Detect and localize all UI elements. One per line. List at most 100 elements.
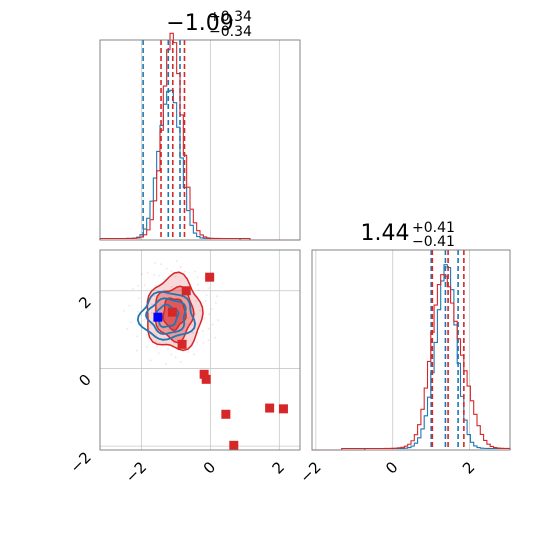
y-tick-label-p1: −2 xyxy=(66,448,94,476)
sample-dot xyxy=(154,340,157,343)
sample-dot xyxy=(201,329,204,332)
title-p1-value: 1.44 xyxy=(361,221,410,246)
sample-dot xyxy=(129,321,132,324)
title-p1-lower: −0.41 xyxy=(412,234,455,250)
sample-dot xyxy=(191,331,194,334)
blue-marker xyxy=(153,312,163,322)
sample-dot xyxy=(157,352,160,355)
sample-dot xyxy=(132,287,135,290)
sample-dot xyxy=(179,360,182,363)
sample-dot xyxy=(202,341,205,344)
sample-dot xyxy=(128,304,131,307)
title-p0: −1.09 xyxy=(166,11,233,36)
sample-dot xyxy=(135,349,138,352)
sample-dot xyxy=(154,284,157,287)
x-tick-label-p0: −2 xyxy=(122,458,150,486)
sample-dot xyxy=(214,301,217,304)
title-p1-upper: +0.41 xyxy=(412,220,455,236)
y-tick-label-p1: 0 xyxy=(75,371,94,390)
sample-dot xyxy=(197,332,200,335)
sample-dot xyxy=(186,317,189,320)
sample-dot xyxy=(168,334,171,337)
sample-dot xyxy=(215,295,218,298)
sample-dot xyxy=(143,318,146,321)
histogram-p1-series-0 xyxy=(312,264,511,451)
red-marker xyxy=(205,272,215,282)
sample-dot xyxy=(190,324,193,327)
sample-dot xyxy=(153,273,156,276)
red-marker xyxy=(199,369,209,379)
sample-dot xyxy=(150,303,153,306)
tick-labels: −2 0 2 −2 0 2 −2 0 2 xyxy=(66,293,478,487)
sample-dot xyxy=(173,342,176,345)
sample-dot xyxy=(207,287,210,290)
x-tick-label-p1: 2 xyxy=(459,458,478,477)
sample-dot xyxy=(157,324,160,327)
title-p1: 1.44 xyxy=(361,221,410,246)
sample-dot xyxy=(166,293,169,296)
sample-dot xyxy=(170,285,173,288)
sample-dot xyxy=(186,350,189,353)
sample-dot xyxy=(214,336,217,339)
joint-density-panel xyxy=(99,249,301,451)
sample-dot xyxy=(158,274,161,277)
sample-dot xyxy=(164,363,167,366)
sample-dot xyxy=(165,267,168,270)
sample-dot xyxy=(145,346,148,349)
sample-dot xyxy=(179,266,182,269)
x-tick-label-p1: −2 xyxy=(296,458,324,486)
sample-dot xyxy=(146,271,149,274)
sample-dot xyxy=(211,323,214,326)
sample-dot xyxy=(136,335,139,338)
sample-dot xyxy=(163,278,166,281)
sample-dot xyxy=(167,328,170,331)
sample-dot xyxy=(217,319,220,322)
sample-dot xyxy=(161,308,164,311)
sample-dot xyxy=(194,313,197,316)
panel-frame xyxy=(311,249,511,451)
x-tick-label-p1: 0 xyxy=(382,458,401,477)
sample-dot xyxy=(194,300,197,303)
title-p0-lower: −0.34 xyxy=(209,24,252,40)
histogram-panel-p1 xyxy=(311,249,511,451)
sample-dot xyxy=(156,345,159,348)
panel-frame xyxy=(99,249,301,451)
sample-dot xyxy=(148,327,151,330)
red-marker xyxy=(229,440,239,450)
sample-dot xyxy=(126,327,129,330)
red-marker xyxy=(167,307,177,317)
histogram-p0-series-1 xyxy=(99,32,300,241)
sample-dot xyxy=(196,283,199,286)
sample-dot xyxy=(208,313,211,316)
sample-dot xyxy=(174,332,177,335)
sample-dot xyxy=(207,327,210,330)
sample-dot xyxy=(174,275,177,278)
histogram-p1-series-1 xyxy=(312,274,511,451)
sample-dot xyxy=(170,353,173,356)
sample-dot xyxy=(159,263,162,266)
title-p0-upper: +0.34 xyxy=(209,9,252,25)
sample-dot xyxy=(159,303,162,306)
x-tick-label-p0: 2 xyxy=(269,458,288,477)
sample-dot xyxy=(153,294,156,297)
histogram-p0-series-0 xyxy=(99,89,300,241)
sample-dot xyxy=(197,289,200,292)
sample-dot xyxy=(136,310,139,313)
sample-dot xyxy=(194,270,197,273)
blue-density-contour xyxy=(136,290,197,341)
sample-dot xyxy=(204,299,207,302)
red-marker xyxy=(265,403,275,413)
x-tick-label-p0: 0 xyxy=(200,458,219,477)
sample-dot xyxy=(149,323,152,326)
sample-dot xyxy=(145,333,148,336)
red-marker xyxy=(278,404,288,414)
sample-dot xyxy=(192,353,195,356)
panel-frame xyxy=(99,39,301,241)
sample-dot xyxy=(175,260,178,263)
sample-dot xyxy=(170,270,173,273)
red-marker xyxy=(221,409,231,419)
sample-dot xyxy=(196,341,199,344)
sample-dot xyxy=(162,327,165,330)
sample-dot xyxy=(207,339,210,342)
